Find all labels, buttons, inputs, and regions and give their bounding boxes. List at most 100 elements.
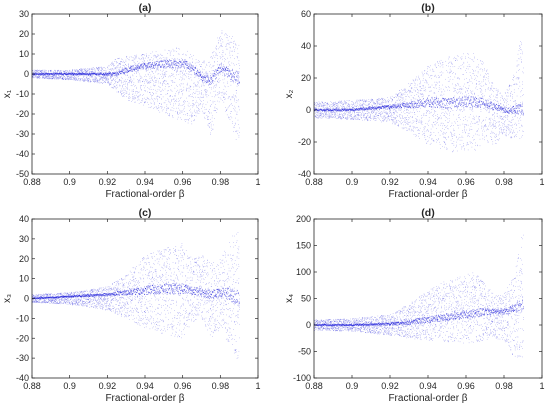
data-point — [54, 73, 56, 75]
data-point — [101, 73, 103, 75]
data-point — [342, 108, 343, 110]
data-point — [160, 66, 162, 68]
data-point — [235, 80, 236, 82]
data-point — [68, 73, 69, 75]
data-point — [55, 73, 56, 75]
data-point — [151, 65, 152, 67]
data-point — [161, 66, 162, 68]
data-point — [65, 73, 67, 75]
data-point — [318, 109, 320, 111]
data-point — [120, 72, 121, 74]
data-point — [107, 74, 109, 76]
data-point — [44, 73, 46, 75]
data-point — [234, 78, 235, 80]
data-point — [80, 73, 81, 75]
data-point — [225, 68, 227, 70]
data-point — [225, 69, 226, 71]
data-point — [327, 109, 329, 111]
data-point — [174, 63, 176, 65]
data-point — [180, 62, 181, 64]
data-point — [323, 109, 324, 111]
data-point — [129, 70, 130, 72]
data-point — [201, 76, 202, 78]
data-point — [323, 109, 325, 111]
data-point — [72, 73, 73, 75]
data-point — [148, 63, 150, 65]
data-point — [162, 61, 164, 63]
data-point — [193, 71, 195, 73]
data-point — [232, 80, 234, 82]
data-point — [335, 108, 336, 110]
data-point — [360, 108, 361, 110]
data-point — [131, 70, 133, 72]
data-point — [100, 72, 101, 74]
data-point — [95, 74, 97, 76]
data-point — [168, 61, 169, 63]
data-point — [209, 80, 210, 82]
data-point — [51, 73, 52, 74]
data-point — [327, 108, 329, 110]
data-point — [35, 73, 36, 75]
data-point — [356, 108, 358, 110]
data-point — [145, 65, 147, 67]
data-point — [207, 74, 209, 76]
data-point — [224, 74, 226, 76]
data-point — [82, 74, 83, 76]
data-point — [200, 73, 202, 75]
data-point — [348, 109, 349, 111]
data-point — [207, 76, 208, 78]
data-point — [167, 62, 169, 64]
data-point — [115, 74, 116, 76]
data-point — [189, 68, 190, 70]
data-point — [108, 73, 110, 75]
data-point — [105, 74, 106, 76]
data-point — [147, 63, 149, 65]
data-point — [348, 109, 350, 111]
data-point — [359, 109, 361, 111]
data-point — [95, 72, 97, 74]
data-point — [36, 73, 37, 75]
data-point — [133, 65, 134, 67]
data-point — [129, 67, 131, 69]
data-point — [331, 110, 332, 112]
data-point — [112, 73, 113, 75]
data-point — [183, 62, 185, 64]
data-point — [231, 76, 233, 78]
data-point — [127, 70, 129, 72]
data-point — [86, 73, 88, 75]
data-point — [345, 108, 347, 110]
data-point — [201, 75, 203, 77]
data-point — [390, 107, 392, 109]
data-point — [388, 105, 390, 107]
data-point — [68, 73, 70, 75]
data-point — [234, 76, 235, 78]
data-point — [216, 71, 217, 73]
data-point — [143, 65, 144, 67]
data-point — [39, 73, 40, 75]
data-point — [192, 67, 194, 69]
data-point — [151, 63, 152, 65]
x-tick-label: 1 — [255, 177, 260, 187]
data-point — [85, 73, 86, 75]
data-point — [212, 81, 213, 83]
data-point — [87, 73, 88, 75]
data-point — [216, 69, 218, 71]
data-point — [227, 76, 228, 78]
data-point — [56, 73, 57, 75]
data-point — [42, 73, 44, 75]
data-point — [96, 73, 97, 75]
data-point — [55, 73, 57, 75]
data-point — [190, 65, 192, 67]
data-point — [316, 108, 318, 110]
data-point — [175, 60, 176, 62]
data-point — [78, 73, 80, 75]
data-point — [367, 108, 368, 110]
data-point — [109, 73, 111, 75]
x-tick-label: 0.96 — [174, 177, 192, 187]
data-point — [157, 65, 158, 67]
data-point — [389, 107, 391, 109]
data-point — [50, 73, 51, 75]
data-point — [185, 63, 186, 65]
data-point — [137, 69, 139, 71]
data-point — [209, 83, 211, 85]
